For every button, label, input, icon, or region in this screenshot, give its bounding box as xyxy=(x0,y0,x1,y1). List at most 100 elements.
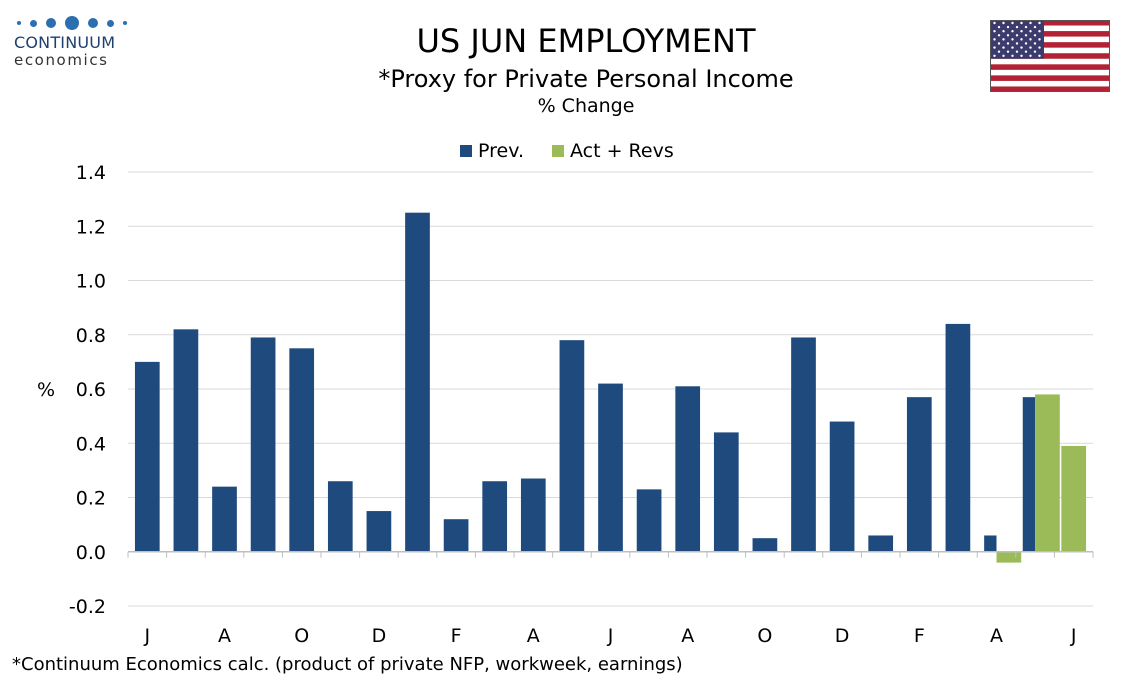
flag-star xyxy=(1033,42,1037,45)
flag-star xyxy=(1033,50,1037,53)
bar-prev xyxy=(598,383,623,552)
flag-star xyxy=(1006,25,1010,29)
flag-star xyxy=(1015,50,1019,53)
flag-stripe xyxy=(990,31,1110,37)
flag-star xyxy=(1015,25,1019,29)
y-tick-label: 0.0 xyxy=(76,542,106,564)
flag-star xyxy=(1029,46,1032,49)
flag-star xyxy=(1029,38,1032,41)
chart-footnote: *Continuum Economics calc. (product of p… xyxy=(12,654,683,675)
flag-stripe xyxy=(990,75,1110,82)
x-tick-label: J xyxy=(607,625,614,647)
flag-stripe xyxy=(990,53,1110,59)
bar-prev xyxy=(906,397,932,552)
flag-star xyxy=(1020,21,1023,25)
flag-star xyxy=(1015,42,1019,45)
x-tick-label: J xyxy=(1070,625,1077,647)
flag-stripe xyxy=(990,20,1110,26)
bar-prev xyxy=(520,478,546,552)
logo-dots-icon xyxy=(17,14,134,32)
flag-star xyxy=(993,46,996,49)
x-tick-label: A xyxy=(527,625,540,647)
bar-prev xyxy=(173,329,199,552)
continuum-economics-logo: CONTINUUM economics xyxy=(14,14,134,76)
y-tick-label: 1.2 xyxy=(76,216,106,238)
flag-star xyxy=(1006,34,1010,37)
flag-border xyxy=(990,20,1110,92)
bar-prev xyxy=(1022,397,1036,552)
x-tick-label: F xyxy=(914,625,925,647)
chart-subtitle: *Proxy for Private Personal Income xyxy=(378,65,793,93)
flag-star xyxy=(1038,29,1041,33)
flag-star xyxy=(1011,21,1014,25)
bar-prev xyxy=(868,535,894,552)
flag-star xyxy=(993,21,996,25)
bar-prev xyxy=(945,323,971,552)
flag-star xyxy=(1015,34,1019,37)
bar-prev xyxy=(366,511,392,552)
flag-star xyxy=(1024,25,1028,29)
bar-act xyxy=(996,551,1022,563)
legend-swatch-act xyxy=(552,145,564,157)
bar-prev xyxy=(675,386,701,552)
x-tick-label: A xyxy=(681,625,694,647)
bar-prev xyxy=(791,337,816,552)
x-tick-label: A xyxy=(990,625,1003,647)
flag-star xyxy=(997,42,1001,45)
flag-star xyxy=(1024,42,1028,45)
flag-star xyxy=(1029,54,1032,57)
flag-stripe xyxy=(990,25,1110,32)
legend-label-prev: Prev. xyxy=(478,140,524,162)
flag-star xyxy=(1006,42,1010,45)
flag-star xyxy=(997,25,1001,29)
flag-star xyxy=(1011,29,1014,33)
flag-star xyxy=(1002,54,1005,57)
bar-prev xyxy=(482,481,508,552)
x-tick-label: D xyxy=(372,625,387,647)
flag-star xyxy=(993,54,996,57)
y-axis-label: % xyxy=(37,379,55,401)
bar-act xyxy=(1061,445,1087,552)
flag-star xyxy=(1002,38,1005,41)
bar-prev xyxy=(984,535,997,552)
flag-star xyxy=(1020,38,1023,41)
bar-prev xyxy=(752,538,778,552)
y-tick-label: 1.0 xyxy=(76,271,106,293)
flag-star xyxy=(1024,34,1028,37)
chart-title: US JUN EMPLOYMENT xyxy=(417,22,756,60)
flag-stripe xyxy=(990,64,1110,71)
flag-star xyxy=(1002,29,1005,33)
bar-prev xyxy=(327,481,353,552)
bar-act xyxy=(1035,394,1060,552)
bar-prev xyxy=(559,340,585,552)
x-tick-label: F xyxy=(451,625,462,647)
flag-stripe xyxy=(990,58,1110,65)
x-tick-label: D xyxy=(835,625,850,647)
flag-star xyxy=(993,29,996,33)
flag-star xyxy=(997,50,1001,53)
flag-star xyxy=(1038,54,1041,57)
logo-word-economics: economics xyxy=(14,51,109,69)
y-tick-label: 0.2 xyxy=(76,488,106,510)
bar-prev xyxy=(829,421,855,552)
flag-star xyxy=(1029,29,1032,33)
chart-subtitle-units: % Change xyxy=(538,95,635,117)
chart-legend: Prev. Act + Revs xyxy=(460,140,674,162)
legend-swatch-prev xyxy=(460,145,472,157)
logo-word-continuum: CONTINUUM xyxy=(14,33,116,52)
flag-star xyxy=(1033,25,1037,29)
bar-prev xyxy=(636,489,662,552)
flag-stripe xyxy=(990,47,1110,54)
flag-stripe xyxy=(990,69,1110,76)
x-tick-label: J xyxy=(143,625,150,647)
flag-star xyxy=(1038,38,1041,41)
flag-stripe xyxy=(990,36,1110,43)
bar-prev xyxy=(289,348,315,552)
bar-prev xyxy=(250,337,276,552)
flag-star xyxy=(1038,46,1041,49)
flag-star xyxy=(1033,34,1037,37)
y-tick-label: 0.8 xyxy=(76,325,106,347)
y-tick-label: 1.4 xyxy=(76,162,106,184)
flag-star xyxy=(1002,21,1005,25)
